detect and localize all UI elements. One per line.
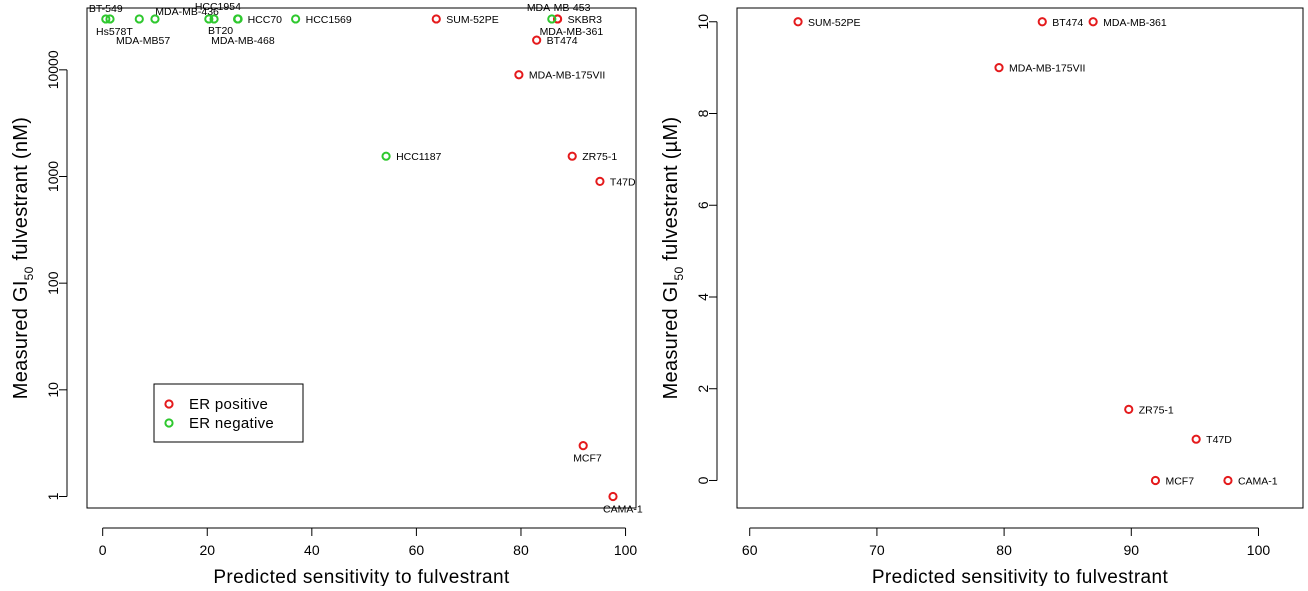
y-tick-label: 1 xyxy=(45,492,61,500)
x-axis-title: Predicted sensitivity to fulvestrant xyxy=(213,567,510,586)
legend-label-er-negative: ER negative xyxy=(189,415,274,432)
point-label-hcc1954: HCC1954 xyxy=(195,1,241,13)
y-axis-title: Measured GI50 fulvestrant (nM) xyxy=(10,117,36,399)
y-axis-title-subscript: 50 xyxy=(22,266,36,280)
point-label-zr75-1: ZR75-1 xyxy=(1139,404,1174,416)
legend-marker-er-positive xyxy=(164,399,174,409)
data-point-mda-mb-175vii xyxy=(514,70,524,80)
data-point-cama-1 xyxy=(1223,475,1233,486)
data-point-cama-1 xyxy=(608,491,618,502)
data-point-mda-mb-468 xyxy=(233,14,243,24)
x-tick-label: 70 xyxy=(869,542,885,558)
y-tick-label: 10000 xyxy=(45,50,61,89)
point-label-mda-mb57: MDA-MB57 xyxy=(116,35,170,47)
data-point-mda-mb-361 xyxy=(1088,17,1098,27)
y-axis-title-main: Measured GI xyxy=(660,281,682,400)
point-label-hcc1569: HCC1569 xyxy=(306,14,352,26)
y-axis-title: Measured GI50 fulvestrant (µM) xyxy=(660,117,686,400)
data-point-bt-549 xyxy=(101,14,111,24)
point-label-mda-mb-453: MDA-MB-453 xyxy=(527,2,591,14)
point-label-hcc70: HCC70 xyxy=(248,14,283,26)
point-label-mda-mb-175vii: MDA-MB-175VII xyxy=(529,70,605,82)
point-label-bt474: BT474 xyxy=(547,35,578,47)
data-point-hcc1954 xyxy=(204,14,214,24)
point-label-mda-mb-361: MDA-MB-361 xyxy=(540,26,604,38)
legend-box xyxy=(153,383,304,443)
y-tick-label: 1000 xyxy=(45,161,61,192)
data-point-sum-52pe xyxy=(793,17,803,27)
legend-label-er-positive: ER positive xyxy=(189,396,268,413)
y-axis-title-rest: fulvestrant (µM) xyxy=(660,117,682,267)
y-tick-label: 6 xyxy=(695,201,711,209)
data-point-t47d xyxy=(1191,434,1201,444)
point-label-mda-mb-361: MDA-MB-361 xyxy=(1103,17,1167,29)
data-point-zr75-1 xyxy=(567,151,577,161)
x-axis-title: Predicted sensitivity to fulvestrant xyxy=(872,567,1169,586)
x-tick-label: 90 xyxy=(1124,542,1140,558)
plot-frame xyxy=(86,7,637,509)
data-point-zr75-1 xyxy=(1124,404,1134,414)
data-point-t47d xyxy=(595,176,605,186)
x-tick-label: 100 xyxy=(614,542,638,558)
y-tick-label: 100 xyxy=(45,271,61,295)
x-tick-label: 20 xyxy=(199,542,215,558)
data-point-bt474 xyxy=(532,35,542,45)
point-label-cama-1: CAMA-1 xyxy=(1238,475,1278,487)
point-label-t47d: T47D xyxy=(1206,434,1232,446)
x-tick-label: 0 xyxy=(99,542,107,558)
data-point-mcf7 xyxy=(578,440,588,451)
point-label-sum-52pe: SUM-52PE xyxy=(808,17,861,29)
point-label-mda-mb-436: MDA-MB-436 xyxy=(155,6,219,18)
y-tick-label: 4 xyxy=(695,293,711,301)
point-label-mda-mb-468: MDA-MB-468 xyxy=(211,35,275,47)
point-label-cama-1: CAMA-1 xyxy=(603,503,643,515)
data-point-hcc1569 xyxy=(291,14,301,24)
data-point-mda-mb57 xyxy=(150,14,160,24)
point-label-mda-mb-175vii: MDA-MB-175VII xyxy=(1009,63,1085,75)
plot-frame xyxy=(736,7,1304,509)
data-point-sum-52pe xyxy=(431,14,441,24)
data-point-mcf7 xyxy=(1150,475,1161,486)
point-label-mcf7: MCF7 xyxy=(1165,475,1194,487)
point-label-skbr3: SKBR3 xyxy=(568,14,603,26)
point-label-hcc1187: HCC1187 xyxy=(396,151,441,163)
y-axis-title-main: Measured GI xyxy=(10,280,32,399)
y-tick-label: 10 xyxy=(695,14,711,30)
point-label-bt-549: BT-549 xyxy=(89,3,123,15)
y-axis-title-subscript: 50 xyxy=(672,267,686,281)
data-point-mda-mb-175vii xyxy=(994,63,1004,73)
y-tick-label: 2 xyxy=(695,385,711,393)
y-tick-label: 10 xyxy=(45,382,61,398)
data-point-mda-mb-453 xyxy=(547,14,557,24)
data-point-mda-mb-436 xyxy=(134,14,144,24)
point-label-t47d: T47D xyxy=(610,176,636,188)
left-panel-log-scale: 0 20 40 60 80 100 Predicted sensitivity to ful… xyxy=(10,1,643,588)
x-tick-label: 40 xyxy=(304,542,320,558)
x-tick-label: 100 xyxy=(1247,542,1271,558)
point-label-bt20: BT20 xyxy=(208,25,233,37)
y-tick-label: 8 xyxy=(695,109,711,117)
point-label-mcf7: MCF7 xyxy=(573,453,602,465)
x-tick-label: 60 xyxy=(742,542,758,558)
data-point-hcc1187 xyxy=(381,151,391,161)
point-label-zr75-1: ZR75-1 xyxy=(582,151,617,163)
y-axis-title-rest: fulvestrant (nM) xyxy=(10,117,32,267)
data-point-mda-mb-361 xyxy=(552,14,563,24)
data-point-bt474 xyxy=(1037,17,1047,27)
data-point-bt20 xyxy=(209,14,219,24)
x-tick-label: 80 xyxy=(513,542,529,558)
x-tick-label: 80 xyxy=(996,542,1012,558)
y-tick-label: 0 xyxy=(695,476,711,484)
point-label-hs578t: Hs578T xyxy=(96,26,133,38)
point-label-sum-52pe: SUM-52PE xyxy=(446,14,499,26)
legend-marker-er-negative xyxy=(164,418,174,428)
point-label-bt474: BT474 xyxy=(1052,17,1083,29)
x-tick-label: 60 xyxy=(409,542,425,558)
data-point-hs578t xyxy=(105,14,115,24)
